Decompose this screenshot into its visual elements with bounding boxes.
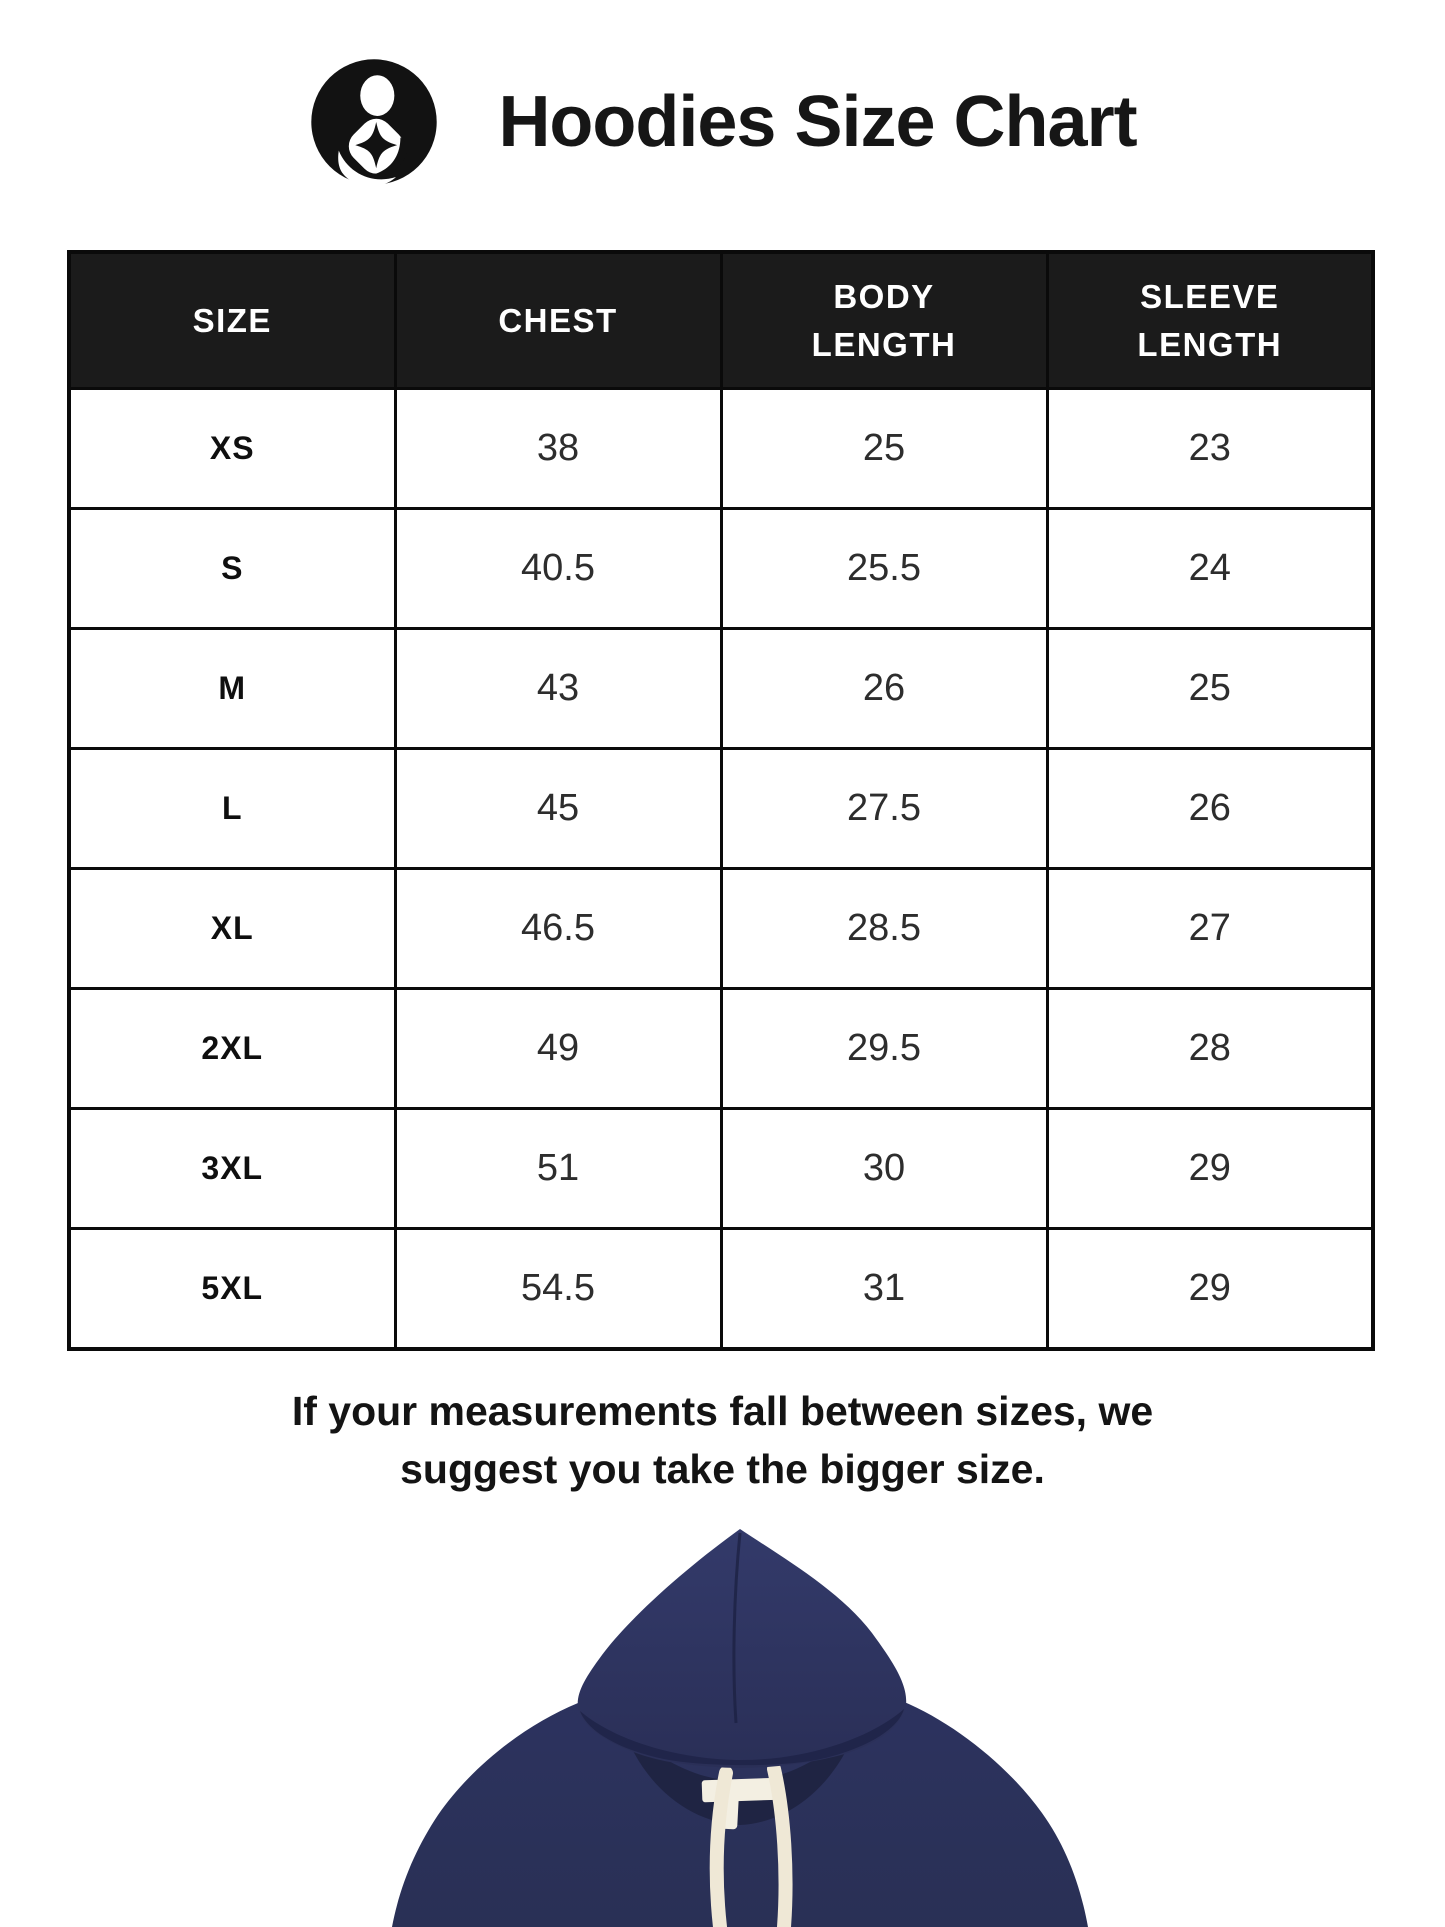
measurement-value: 23 bbox=[1045, 387, 1375, 510]
size-row-xl: XL 46.5 28.5 27 bbox=[67, 867, 1375, 990]
fit-note: If your measurements fall between sizes,… bbox=[0, 1382, 1445, 1498]
measurement-value: 25 bbox=[1045, 627, 1375, 750]
size-label: S bbox=[67, 507, 397, 630]
page-title: Hoodies Size Chart bbox=[498, 82, 1137, 162]
measurement-value: 28.5 bbox=[719, 867, 1049, 990]
measurement-value: 54.5 bbox=[393, 1227, 723, 1350]
navy-hoodie-illustration bbox=[392, 1529, 1088, 1927]
measurement-value: 28 bbox=[1045, 987, 1375, 1110]
size-row-l: L 45 27.5 26 bbox=[67, 747, 1375, 870]
size-label: 2XL bbox=[67, 987, 397, 1110]
size-label: XS bbox=[67, 387, 397, 510]
size-label: M bbox=[67, 627, 397, 750]
measurement-value: 24 bbox=[1045, 507, 1375, 630]
size-table-header-row: SIZE CHEST BODY LENGTH SLEEVE LENGTH bbox=[67, 250, 1375, 390]
measurement-value: 51 bbox=[393, 1107, 723, 1230]
column-header-sleeve-length: SLEEVE LENGTH bbox=[1045, 250, 1375, 390]
column-header-chest: CHEST bbox=[393, 250, 723, 390]
measurement-value: 31 bbox=[719, 1227, 1049, 1350]
measurement-value: 43 bbox=[393, 627, 723, 750]
size-row-3xl: 3XL 51 30 29 bbox=[67, 1107, 1375, 1230]
measurement-value: 29.5 bbox=[719, 987, 1049, 1110]
size-row-s: S 40.5 25.5 24 bbox=[67, 507, 1375, 630]
fit-note-line-1: If your measurements fall between sizes,… bbox=[291, 1388, 1154, 1434]
measurement-value: 49 bbox=[393, 987, 723, 1110]
measurement-value: 27 bbox=[1045, 867, 1375, 990]
size-row-m: M 43 26 25 bbox=[67, 627, 1375, 750]
column-header-body-length: BODY LENGTH bbox=[719, 250, 1049, 390]
measurement-value: 26 bbox=[719, 627, 1049, 750]
size-table-body: XS 38 25 23 S 40.5 25.5 24 M 43 26 25 L 45 27.5 26 XL 46.… bbox=[67, 387, 1375, 1350]
measurement-value: 45 bbox=[393, 747, 723, 870]
measurement-value: 25.5 bbox=[719, 507, 1049, 630]
size-chart-table: SIZE CHEST BODY LENGTH SLEEVE LENGTH XS 38 25… bbox=[67, 250, 1375, 1351]
size-table-head: SIZE CHEST BODY LENGTH SLEEVE LENGTH bbox=[67, 250, 1375, 390]
size-row-xs: XS 38 25 23 bbox=[67, 387, 1375, 510]
measurement-value: 30 bbox=[719, 1107, 1049, 1230]
measurement-value: 27.5 bbox=[719, 747, 1049, 870]
size-label: 5XL bbox=[67, 1227, 397, 1350]
fit-note-line-2: suggest you take the bigger size. bbox=[400, 1446, 1045, 1493]
size-label: 3XL bbox=[67, 1107, 397, 1230]
measurement-value: 46.5 bbox=[393, 867, 723, 990]
measurement-value: 40.5 bbox=[393, 507, 723, 630]
measurement-value: 29 bbox=[1045, 1107, 1375, 1230]
size-label: XL bbox=[67, 867, 397, 990]
hoodie-photo bbox=[380, 1523, 1104, 1927]
size-row-5xl: 5XL 54.5 31 29 bbox=[67, 1227, 1375, 1350]
brand-header: Hoodies Size Chart bbox=[0, 52, 1445, 192]
measurement-value: 25 bbox=[719, 387, 1049, 510]
size-row-2xl: 2XL 49 29.5 28 bbox=[67, 987, 1375, 1110]
column-header-size: SIZE bbox=[67, 250, 397, 390]
measurement-value: 29 bbox=[1045, 1227, 1375, 1350]
brand-logo-icon bbox=[311, 59, 438, 187]
size-label: L bbox=[67, 747, 397, 870]
measurement-value: 26 bbox=[1045, 747, 1375, 870]
measurement-value: 38 bbox=[393, 387, 723, 510]
